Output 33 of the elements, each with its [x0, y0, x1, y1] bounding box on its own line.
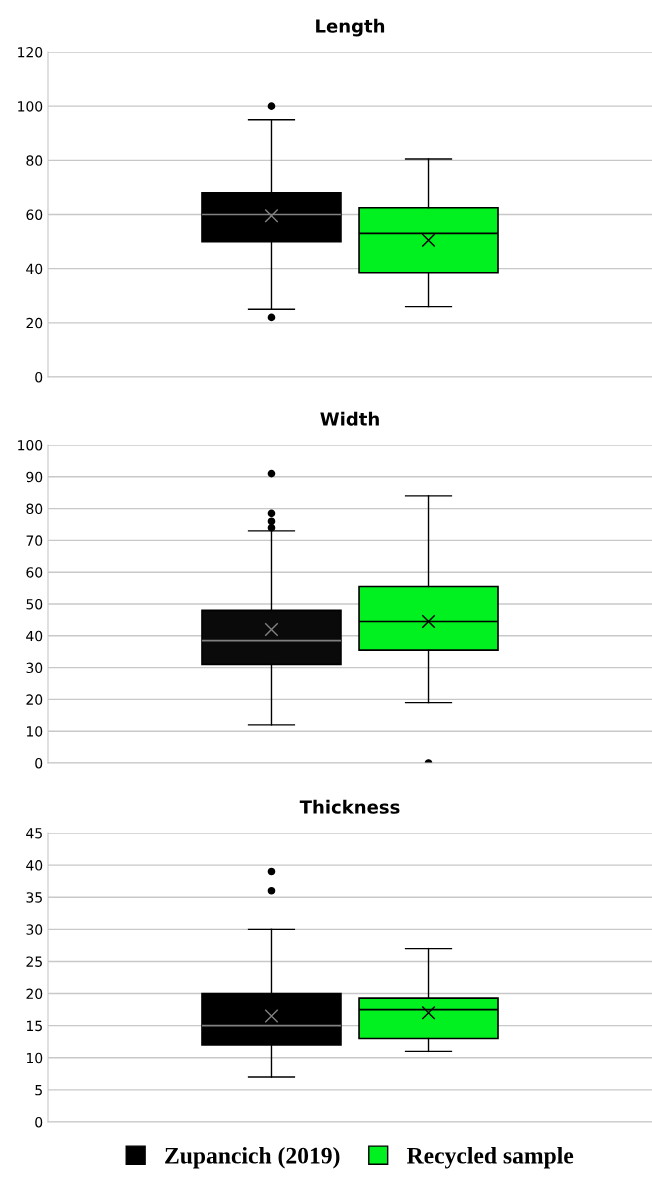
y-tick-label: 0 — [35, 757, 43, 769]
y-tick-label: 20 — [26, 694, 43, 705]
y-tick-label: 20 — [26, 988, 43, 1000]
y-tick-label: 80 — [26, 155, 43, 166]
y-tick-label: 40 — [26, 263, 43, 275]
y-tick-label: 80 — [26, 503, 43, 515]
y-tick-label: 25 — [26, 956, 42, 967]
y-tick-label: 100 — [18, 101, 43, 112]
y-tick-label: 20 — [26, 317, 43, 329]
chart-title: Width — [320, 411, 379, 426]
y-tick-label: 0 — [35, 371, 43, 383]
y-tick-label: 10 — [26, 726, 43, 737]
y-tick-label: 45 — [26, 828, 42, 839]
y-tick-label: 10 — [26, 1052, 43, 1064]
y-tick-label: 30 — [26, 924, 43, 935]
chart-title: Thickness — [299, 799, 400, 814]
y-tick-label: 60 — [26, 567, 43, 578]
y-tick-label: 100 — [18, 439, 43, 451]
y-tick-label: 70 — [26, 535, 43, 546]
legend-label: Recycled sample — [406, 1146, 574, 1169]
y-tick-label: 50 — [26, 598, 43, 610]
chart-title: Length — [316, 18, 385, 37]
legend-label: Zupancich (2019) — [165, 1146, 340, 1169]
y-tick-label: 120 — [18, 46, 43, 58]
y-tick-label: 30 — [26, 662, 43, 674]
y-tick-label: 40 — [26, 860, 43, 871]
y-tick-label: 60 — [26, 209, 43, 220]
y-tick-label: 5 — [35, 1085, 42, 1096]
y-tick-label: 0 — [35, 1116, 43, 1128]
y-tick-label: 15 — [26, 1020, 42, 1032]
y-tick-label: 35 — [26, 892, 42, 903]
y-tick-label: 40 — [26, 630, 43, 642]
y-tick-label: 90 — [26, 471, 43, 483]
